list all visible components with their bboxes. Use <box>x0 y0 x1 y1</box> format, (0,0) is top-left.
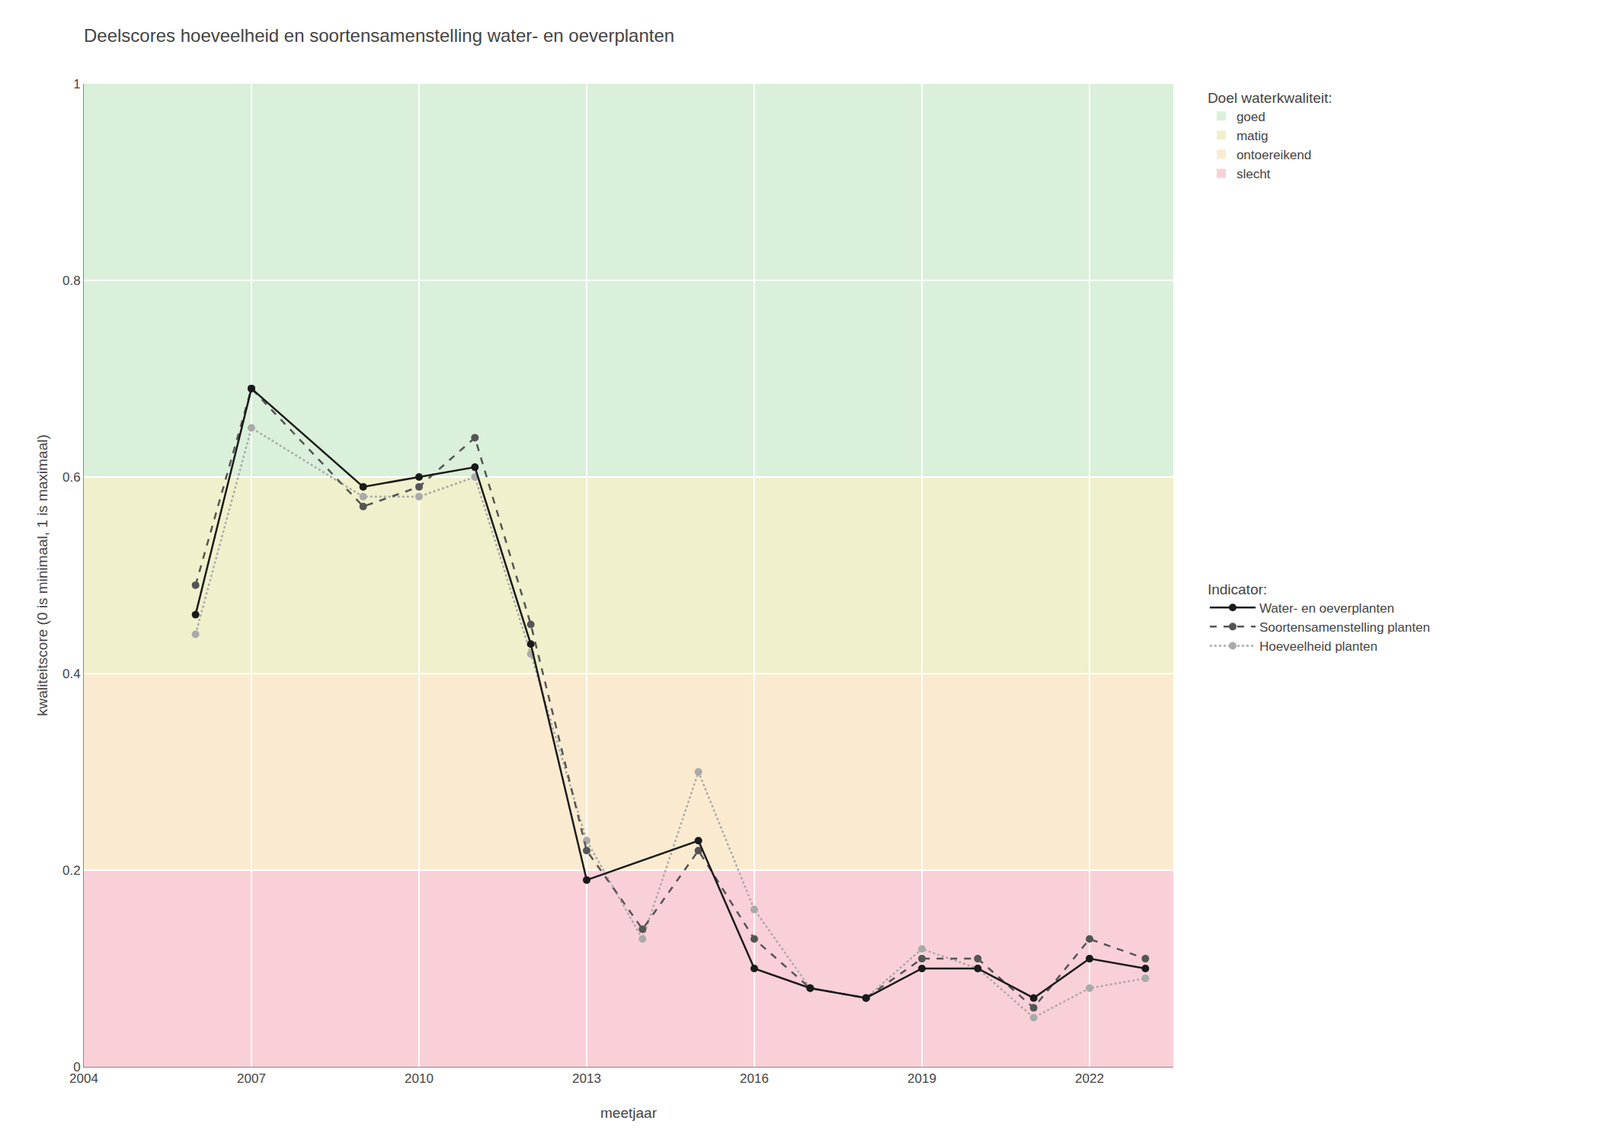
svg-text:2010: 2010 <box>404 1071 434 1086</box>
svg-text:0: 0 <box>73 1059 80 1075</box>
svg-text:2013: 2013 <box>572 1071 602 1086</box>
svg-text:2007: 2007 <box>236 1071 266 1086</box>
svg-text:goed: goed <box>1236 109 1266 125</box>
svg-text:0.2: 0.2 <box>62 863 81 878</box>
svg-text:matig: matig <box>1236 128 1269 144</box>
svg-text:2016: 2016 <box>739 1071 769 1086</box>
svg-text:Indicator:: Indicator: <box>1207 581 1268 598</box>
svg-text:Hoeveelheid planten: Hoeveelheid planten <box>1259 639 1378 654</box>
svg-text:Water- en oeverplanten: Water- en oeverplanten <box>1259 601 1395 616</box>
svg-text:ontoereikend: ontoereikend <box>1236 147 1312 163</box>
svg-text:0.4: 0.4 <box>62 666 81 682</box>
svg-text:2022: 2022 <box>1075 1071 1104 1086</box>
svg-text:2004: 2004 <box>69 1071 99 1086</box>
svg-text:Deelscores hoeveelheid en soor: Deelscores hoeveelheid en soortensamenst… <box>83 25 675 46</box>
svg-text:2019: 2019 <box>907 1071 937 1086</box>
svg-text:Soortensamenstelling planten: Soortensamenstelling planten <box>1259 620 1431 635</box>
svg-text:slecht: slecht <box>1236 166 1271 182</box>
svg-text:kwaliteitscore (0 is minimaal,: kwaliteitscore (0 is minimaal, 1 is maxi… <box>34 434 51 717</box>
svg-text:1: 1 <box>73 76 80 92</box>
svg-text:0.6: 0.6 <box>62 470 81 485</box>
svg-text:0.8: 0.8 <box>62 273 81 288</box>
svg-text:meetjaar: meetjaar <box>600 1104 658 1121</box>
svg-text:Doel waterkwaliteit:: Doel waterkwaliteit: <box>1207 89 1333 106</box>
